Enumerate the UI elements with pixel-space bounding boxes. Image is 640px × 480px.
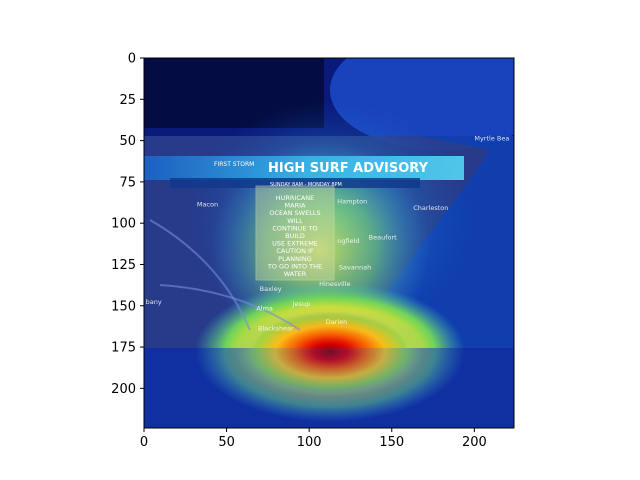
map-place-label: Alma — [256, 305, 273, 313]
map-place-label: Macon — [197, 201, 218, 209]
y-tick-label: 150 — [111, 299, 136, 314]
y-axis: 0 25 50 75 100 125 150 175 200 — [111, 52, 144, 397]
x-axis: 0 50 100 150 200 — [140, 428, 487, 450]
map-place-label: Hampton — [337, 197, 367, 205]
heatmap-image — [144, 30, 550, 428]
map-place-label: Hinesville — [319, 280, 350, 288]
map-place-label: Beaufort — [369, 234, 397, 242]
advisory-timeframe: SUNDAY 8AM - MONDAY 8PM — [270, 182, 342, 188]
map-place-label: Blackshear — [258, 325, 294, 333]
y-tick-label: 200 — [111, 382, 136, 397]
map-place-label: ngfield — [337, 237, 359, 245]
y-tick-label: 175 — [111, 341, 136, 356]
x-tick-label: 200 — [462, 435, 487, 450]
y-tick-label: 125 — [111, 258, 136, 273]
x-tick-label: 50 — [218, 435, 235, 450]
map-place-label: Baxley — [260, 285, 282, 293]
x-tick-label: 0 — [140, 435, 148, 450]
x-tick-label: 150 — [379, 435, 404, 450]
message-line: WATER — [284, 270, 307, 278]
y-tick-label: 50 — [119, 134, 136, 149]
map-place-label: Jesup — [292, 300, 311, 308]
x-tick-label: 100 — [297, 435, 322, 450]
map-place-label: Darien — [326, 318, 348, 326]
map-place-label: Charleston — [413, 204, 448, 212]
map-place-label: Savannah — [339, 263, 371, 271]
y-tick-label: 75 — [119, 175, 136, 190]
y-tick-label: 0 — [128, 52, 136, 67]
y-tick-label: 25 — [119, 93, 136, 108]
advisory-headline: HIGH SURF ADVISORY — [268, 161, 429, 176]
station-logo: FIRST STORM — [214, 161, 254, 168]
y-tick-label: 100 — [111, 217, 136, 232]
map-place-label: bany — [146, 298, 162, 306]
map-place-label: Myrtle Bea — [474, 135, 509, 143]
